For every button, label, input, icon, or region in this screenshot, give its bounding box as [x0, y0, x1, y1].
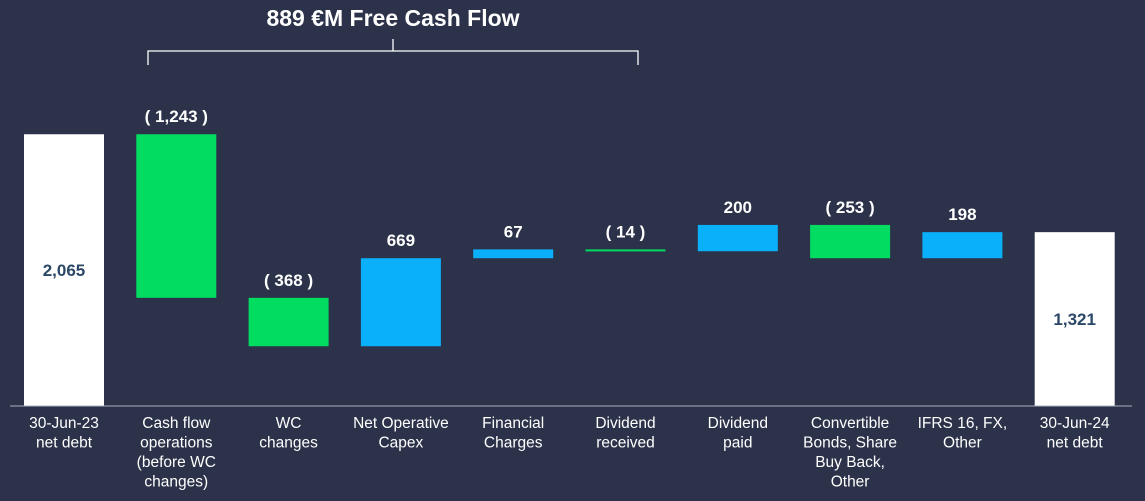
bar-ifrs-16-fx-other [922, 232, 1003, 259]
bar-net-operative-capex [360, 258, 441, 347]
value-label-30-jun-24-net-debt: 1,321 [1053, 310, 1096, 329]
value-label-30-jun-23-net-debt: 2,065 [43, 261, 86, 280]
category-label-dividend-received: Dividend received [595, 415, 655, 452]
value-label-convertible-bonds-share-buy-back-other: ( 253 ) [826, 198, 875, 217]
category-label-30-jun-23-net-debt: 30-Jun-23 net debt [29, 415, 99, 452]
value-label-wc-changes: ( 368 ) [264, 271, 313, 290]
bar-dividend-paid [697, 224, 778, 252]
category-label-dividend-paid: Dividend paid [708, 415, 768, 452]
category-label-wc-changes: WC changes [259, 415, 318, 452]
chart-labels: 2,065 30-Jun-23 net debt ( 1,243 ) Cash flow… [29, 107, 1110, 490]
category-label-cash-flow-operations-before-wc-changes: Cash flow operations (before WC changes) [137, 415, 216, 491]
value-label-dividend-paid: 200 [724, 198, 752, 217]
category-label-convertible-bonds-share-buy-back-other: Convertible Bonds, Share Buy Back, Other [803, 415, 897, 491]
value-label-ifrs-16-fx-other: 198 [948, 205, 976, 224]
category-label-ifrs-16-fx-other: IFRS 16, FX, Other [918, 415, 1008, 452]
bar-cash-flow-operations-before-wc-changes [136, 134, 217, 298]
chart-bars [24, 134, 1115, 406]
value-label-financial-charges: 67 [504, 222, 523, 241]
bar-convertible-bonds-share-buy-back-other [810, 224, 891, 259]
value-label-cash-flow-operations-before-wc-changes: ( 1,243 ) [145, 107, 208, 126]
chart-title: 889 €M Free Cash Flow [266, 5, 519, 31]
category-label-30-jun-24-net-debt: 30-Jun-24 net debt [1040, 415, 1110, 452]
bar-30-jun-23-net-debt [24, 134, 104, 406]
free-cash-flow-bracket [147, 39, 639, 65]
bar-dividend-received [585, 249, 666, 252]
bar-30-jun-24-net-debt [1034, 232, 1115, 406]
category-label-financial-charges: Financial Charges [482, 415, 544, 452]
value-label-net-operative-capex: 669 [387, 231, 415, 250]
category-label-net-operative-capex: Net Operative Capex [353, 415, 449, 452]
value-label-dividend-received: ( 14 ) [606, 222, 646, 241]
bar-financial-charges [473, 249, 554, 259]
bar-wc-changes [248, 297, 329, 347]
